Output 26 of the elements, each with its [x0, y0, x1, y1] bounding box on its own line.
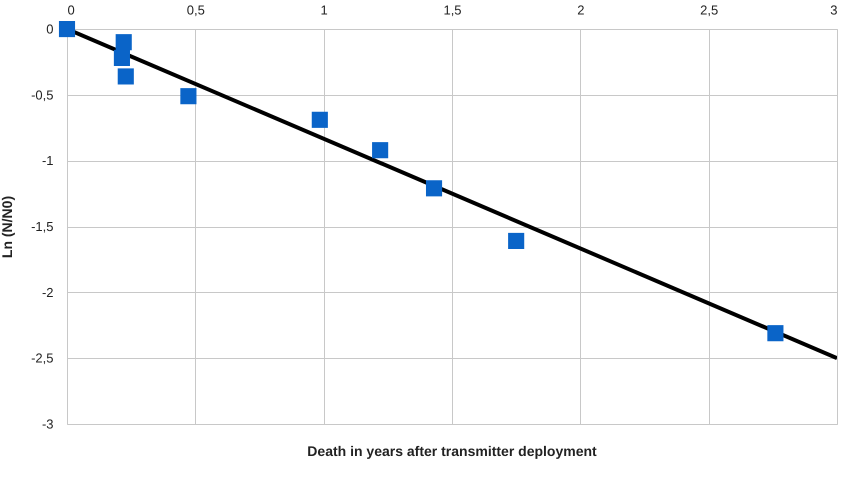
x-tick-label: 2 [577, 2, 584, 18]
y-tick-label: -1,5 [31, 219, 54, 234]
point [58, 20, 76, 38]
point [372, 142, 388, 158]
y-tick-label: -2,5 [31, 350, 54, 366]
y-tick-label: 0 [46, 22, 54, 36]
x-tick-label: 1 [320, 2, 328, 18]
point [118, 68, 134, 84]
x-tick-label: 1,5 [443, 2, 462, 18]
y-tick-label: -2 [42, 284, 54, 300]
x-axis-title: Death in years after transmitter deployment [307, 443, 598, 459]
x-tick-label: 0 [68, 2, 75, 18]
point [508, 232, 524, 250]
x-tick-label: 3 [830, 2, 838, 18]
x-tick-label: 0,5 [186, 2, 205, 18]
y-tick-label: -3 [42, 416, 54, 432]
y-axis-title: Ln (N/N0) [0, 196, 16, 258]
point [180, 88, 196, 104]
y-tick-label: -1 [42, 153, 54, 168]
point [426, 180, 442, 196]
point [767, 325, 784, 342]
x-tick-label: 2,5 [700, 2, 718, 18]
y-tick-label: -0,5 [31, 87, 54, 102]
point [116, 34, 132, 50]
point [114, 50, 130, 66]
point [312, 112, 328, 128]
